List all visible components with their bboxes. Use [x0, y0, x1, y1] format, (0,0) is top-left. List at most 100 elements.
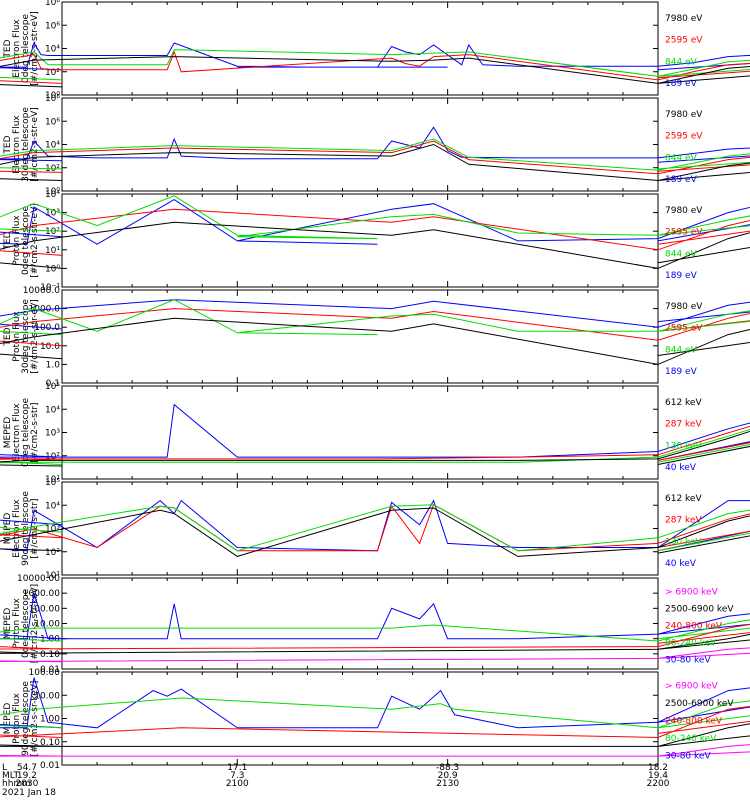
legend-entry-black: 2500-6900 keV: [665, 605, 734, 615]
panel-frame: [61, 577, 659, 670]
y-tick-label: 10⁻¹: [40, 283, 60, 293]
legend-entry-blue: 189 eV: [665, 367, 698, 377]
legend-entry-black: 7980 eV: [665, 110, 703, 120]
series-line-red: [0, 705, 750, 739]
y-axis-label: Electron Flux: [12, 115, 22, 174]
y-tick-label: 0.01: [40, 665, 60, 675]
series-line-black: [0, 56, 750, 88]
legend-entry-green: 844 eV: [665, 153, 698, 163]
series-line-red: [0, 503, 750, 552]
y-axis-label: [#/cm2-s-str-keV]: [30, 584, 40, 663]
y-tick-label: 10⁶: [45, 117, 60, 127]
legend-entry-red: 287 keV: [665, 420, 702, 430]
series-line-black: [0, 317, 750, 365]
y-tick-label: 10⁰: [45, 91, 60, 101]
x-tick-label-L: -88.3: [436, 763, 459, 773]
y-tick-label: 10⁸: [45, 94, 60, 104]
panel-frame: [61, 289, 659, 384]
series-line-black: [0, 507, 750, 557]
series-line-black: [0, 221, 750, 269]
y-axis-label: MEPED: [3, 608, 13, 640]
y-tick-label: 10³: [45, 209, 60, 219]
y-axis-label: Proton Flux: [12, 598, 22, 649]
x-tick-label-hhmm: 2200: [647, 779, 670, 789]
series-line-red: [0, 425, 750, 461]
y-tick-label: 0.10: [40, 650, 60, 660]
x-tick-label-L: 17.1: [227, 763, 247, 773]
y-axis-label: 0deg telescope: [21, 206, 31, 276]
y-axis-label: 30deg telescope: [21, 299, 31, 374]
legend-entry-red: 2595 eV: [665, 132, 703, 142]
x-tick-label-MLT: 19.4: [648, 771, 668, 781]
y-tick-label: 0.10: [40, 738, 60, 748]
y-tick-label: 10000.00: [17, 574, 60, 584]
legend-entry-black: 7980 eV: [665, 14, 703, 24]
series-line-magenta: [0, 647, 750, 663]
x-row-label-MLT: MLT: [2, 771, 20, 781]
legend-entry-blue: 189 eV: [665, 271, 698, 281]
series-line-green: [0, 138, 750, 171]
series-line-blue: [0, 126, 750, 163]
y-axis-label: [#/cm2-s-str-eV]: [30, 107, 40, 182]
y-axis-label: 0deg telescope: [21, 14, 31, 84]
y-axis-label: Electron Flux: [12, 19, 22, 78]
legend-entry-green: 130 keV: [665, 537, 702, 547]
legend-entry-black: 7980 eV: [665, 302, 703, 312]
y-tick-label: 10⁸: [45, 0, 60, 8]
y-axis-label: Proton Flux: [12, 215, 22, 266]
y-tick-label: 1000.00: [23, 589, 60, 599]
series-line-green: [0, 504, 750, 552]
panel-frame: [61, 671, 659, 766]
x-tick-label-MLT: 20.9: [438, 771, 458, 781]
legend-entry-red: 287 keV: [665, 516, 702, 526]
y-axis-label: [#/cm2-s-sr-keV]: [30, 681, 40, 757]
series-line-blue: [0, 499, 750, 552]
series-line-blue: [0, 41, 750, 71]
y-tick-label: 10⁴: [45, 190, 60, 200]
legend-entry-black: 2500-6900 keV: [665, 699, 734, 709]
legend-entry-blue: 189 eV: [665, 79, 698, 89]
y-axis-label: [#/cm2-s-str-eV]: [30, 11, 40, 86]
legend-entry-black: 612 keV: [665, 398, 702, 408]
panel-frame: [61, 97, 659, 192]
x-tick-label-hhmm: 2030: [15, 779, 38, 789]
series-line-blue: [0, 403, 750, 461]
x-row-label-L: L: [2, 763, 7, 773]
y-tick-label: 10²: [45, 548, 60, 558]
y-tick-label: 10⁴: [45, 405, 60, 415]
x-tick-label-MLT: 19.2: [17, 771, 37, 781]
y-tick-label: 10⁰: [45, 264, 60, 274]
y-tick-label: 10²: [45, 227, 60, 237]
y-tick-label: 10⁰: [45, 187, 60, 197]
x-tick-label-L: 54.7: [17, 763, 37, 773]
y-axis-label: TED: [3, 231, 13, 250]
legend-entry-green: 130 keV: [665, 441, 702, 451]
series-line-green: [0, 49, 750, 81]
y-tick-label: 1.0: [46, 360, 61, 370]
legend-entry-green: 80-240 keV: [665, 734, 717, 744]
legend-entry-red: 2595 eV: [665, 36, 703, 46]
y-tick-label: 10⁴: [45, 141, 60, 151]
legend-entry-blue: 40 keV: [665, 463, 697, 473]
legend-entry-magenta: > 6900 keV: [665, 588, 719, 598]
series-line-green: [0, 428, 750, 465]
series-line-green: [0, 619, 750, 642]
x-tick-label-hhmm: 2130: [436, 779, 459, 789]
series-line-black: [0, 143, 750, 182]
legend-entry-blue: 40 keV: [665, 559, 697, 569]
y-axis-label: MEPED: [3, 703, 13, 735]
series-line-blue: [0, 593, 750, 640]
y-axis-label: Proton Flux: [12, 311, 22, 362]
y-axis-label: TED: [3, 135, 13, 154]
y-axis-label: Electron Flux: [12, 499, 22, 558]
y-axis-label: TED: [3, 327, 13, 346]
legend-entry-blue: 30-80 keV: [665, 751, 711, 761]
series-line-red: [0, 140, 750, 175]
series-line-red: [0, 308, 750, 347]
series-line-black: [0, 633, 750, 655]
series-line-blue: [0, 677, 750, 729]
y-axis-label: Electron Flux: [12, 403, 22, 462]
panel-frame: [61, 481, 659, 576]
legend-entry-red: 2595 eV: [665, 228, 703, 238]
legend-entry-black: 7980 eV: [665, 206, 703, 216]
